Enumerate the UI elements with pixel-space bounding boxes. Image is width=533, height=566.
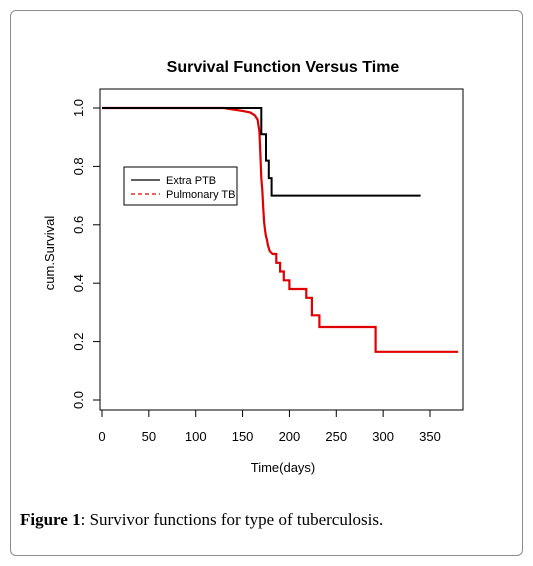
series-line-pulmonary-tb xyxy=(102,106,459,353)
caption-label: Figure 1 xyxy=(20,510,81,529)
x-tick-label: 200 xyxy=(279,429,301,444)
x-tick-label: 250 xyxy=(325,429,347,444)
x-axis-label: Time(days) xyxy=(251,460,316,475)
chart-title: Survival Function Versus Time xyxy=(167,59,400,76)
x-tick-label: 50 xyxy=(142,429,156,444)
legend-label: Pulmonary TB xyxy=(166,189,236,201)
caption-text: : Survivor functions for type of tubercu… xyxy=(80,510,384,529)
y-tick-label: 0.4 xyxy=(71,274,86,292)
legend-box xyxy=(123,166,238,206)
y-axis: 0.0 0.2 0.4 0.6 0.8 1.0 xyxy=(71,99,101,409)
x-tick-label: 0 xyxy=(98,429,105,444)
x-tick-label: 300 xyxy=(372,429,394,444)
legend-label: Extra PTB xyxy=(166,175,216,187)
x-axis: 0 50 100 150 200 250 300 350 xyxy=(98,409,441,444)
y-tick-label: 1.0 xyxy=(71,99,86,117)
legend: Extra PTB Pulmonary TB xyxy=(123,166,238,206)
x-tick-label: 100 xyxy=(185,429,207,444)
y-tick-label: 0.0 xyxy=(71,391,86,409)
y-axis-label: cum.Survival xyxy=(42,216,57,291)
x-tick-label: 150 xyxy=(232,429,254,444)
series-layer xyxy=(102,106,459,353)
x-tick-label: 350 xyxy=(419,429,441,444)
y-tick-label: 0.8 xyxy=(71,157,86,175)
y-tick-label: 0.2 xyxy=(71,333,86,351)
series-line-extra-ptb xyxy=(102,107,421,197)
figure-caption: Figure 1: Survivor functions for type of… xyxy=(20,510,520,530)
plot-box xyxy=(99,88,464,411)
survival-chart: Survival Function Versus Time 0 50 100 150 2… xyxy=(42,59,464,475)
y-tick-label: 0.6 xyxy=(71,216,86,234)
